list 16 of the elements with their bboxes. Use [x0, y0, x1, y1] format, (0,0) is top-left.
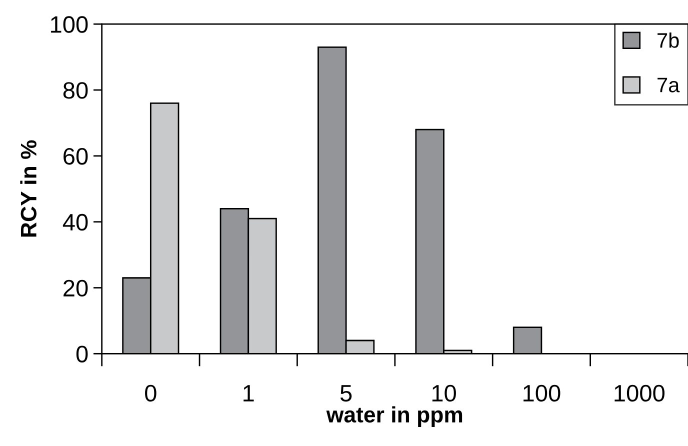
y-tick-label: 0 [76, 346, 88, 362]
x-tick-label: 1 [244, 385, 254, 402]
y-tick-label: 80 [63, 82, 88, 99]
x-tick-label: 1000 [614, 384, 664, 402]
y-tick-label: 60 [64, 148, 88, 165]
x-tick-label: 0 [145, 384, 156, 402]
x-tick-label: 10 [432, 384, 456, 402]
x-axis-title: water in ppm [326, 406, 462, 427]
x-tick-label: 5 [340, 385, 352, 402]
y-tick-label: 20 [64, 280, 88, 297]
y-axis-title: RCY in % [20, 140, 37, 237]
x-tick-label: 100 [524, 384, 560, 402]
y-tick-label: 100 [51, 16, 88, 33]
y-tick-label: 40 [62, 214, 88, 231]
legend-label: 7a [658, 78, 680, 92]
legend-label: 7b [658, 32, 679, 48]
